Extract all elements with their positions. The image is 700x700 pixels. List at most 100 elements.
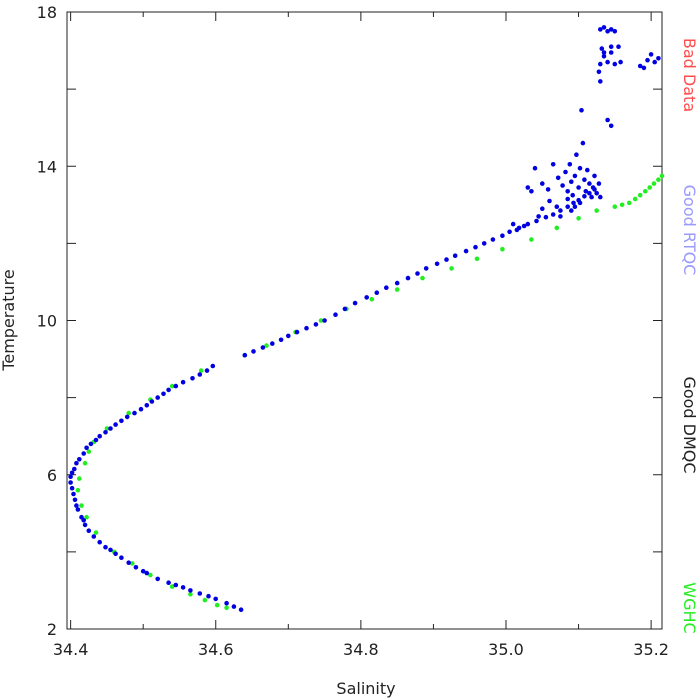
data-point-good-rtqc: [645, 57, 650, 63]
x-axis-title: Salinity: [336, 679, 395, 698]
data-point-wghc: [576, 216, 581, 221]
data-point-good-rtqc: [598, 61, 603, 67]
data-point-good-rtqc: [197, 591, 203, 596]
data-point-good-rtqc: [294, 329, 300, 335]
data-point-good-rtqc: [374, 290, 380, 296]
data-point-good-rtqc: [113, 422, 118, 427]
data-point-wghc: [169, 383, 175, 389]
data-point-good-rtqc: [540, 206, 545, 211]
data-point-wghc: [202, 597, 208, 603]
y-tick-label: 6: [47, 466, 57, 485]
data-point-good-rtqc: [560, 183, 565, 188]
data-point-good-rtqc: [563, 169, 568, 175]
data-point-good-rtqc: [598, 79, 603, 84]
data-point-wghc: [529, 237, 534, 242]
data-point-good-rtqc: [72, 466, 77, 472]
data-point-good-rtqc: [547, 198, 552, 204]
data-point-wghc: [169, 584, 175, 589]
data-point-good-rtqc: [155, 576, 160, 582]
data-point-good-rtqc: [589, 194, 594, 200]
plot-border: [66, 11, 663, 630]
data-point-good-rtqc: [71, 491, 76, 497]
data-point-good-rtqc: [86, 528, 92, 533]
data-point-wghc: [651, 181, 657, 186]
data-point-good-rtqc: [572, 173, 578, 179]
data-point-good-rtqc: [322, 318, 327, 323]
data-point-good-rtqc: [304, 325, 309, 331]
data-point-good-rtqc: [554, 204, 560, 209]
data-point-good-rtqc: [587, 181, 592, 186]
data-point-good-rtqc: [601, 25, 607, 30]
data-point-good-rtqc: [75, 507, 81, 512]
data-point-good-rtqc: [180, 585, 186, 590]
data-point-good-rtqc: [612, 29, 618, 34]
data-point-good-rtqc: [364, 295, 370, 300]
data-point-good-rtqc: [565, 189, 570, 194]
data-point-wghc: [75, 487, 81, 493]
data-point-good-rtqc: [384, 285, 389, 291]
data-point-good-rtqc: [144, 570, 150, 576]
data-point-good-rtqc: [648, 52, 654, 57]
y-axis-title: Temperature: [0, 269, 18, 371]
data-point-good-rtqc: [93, 437, 99, 443]
data-point-good-rtqc: [79, 514, 84, 520]
data-point-wghc: [79, 503, 84, 508]
data-point-good-rtqc: [637, 63, 643, 69]
data-point-wghc: [318, 318, 324, 323]
data-point-good-rtqc: [278, 337, 284, 343]
data-point-good-rtqc: [144, 403, 150, 408]
data-point-good-rtqc: [500, 233, 505, 238]
data-point-good-rtqc: [570, 192, 575, 198]
data-point-good-rtqc: [572, 204, 578, 209]
data-point-good-rtqc: [108, 547, 113, 553]
data-point-wghc: [77, 476, 82, 481]
data-point-good-rtqc: [197, 372, 203, 377]
data-point-good-rtqc: [608, 44, 614, 49]
data-point-wghc: [264, 343, 269, 348]
y-tick-label: 10: [37, 312, 57, 331]
data-point-wghc: [394, 287, 400, 292]
data-point-good-rtqc: [260, 345, 266, 350]
data-point-good-rtqc: [550, 162, 556, 167]
data-point-wghc: [84, 514, 89, 520]
data-point-good-rtqc: [423, 266, 429, 271]
data-point-good-rtqc: [601, 54, 607, 59]
data-point-good-rtqc: [238, 607, 244, 612]
data-point-good-rtqc: [582, 194, 587, 199]
data-point-good-rtqc: [605, 59, 610, 65]
data-point-good-rtqc: [580, 140, 586, 146]
data-point-good-rtqc: [313, 322, 319, 327]
data-point-good-rtqc: [415, 271, 420, 276]
data-point-good-rtqc: [97, 539, 102, 545]
data-point-wghc: [86, 449, 92, 454]
data-point-good-rtqc: [251, 349, 256, 354]
data-point-good-rtqc: [132, 410, 137, 416]
x-tick-label: 34.6: [198, 640, 234, 659]
data-point-good-rtqc: [596, 181, 602, 186]
data-point-good-rtqc: [558, 208, 563, 213]
data-point-good-rtqc: [582, 177, 587, 182]
data-point-good-rtqc: [210, 363, 216, 369]
legend-item: Good DMQC: [680, 376, 699, 473]
data-point-good-rtqc: [574, 152, 579, 157]
x-tick-label: 35.0: [488, 640, 524, 659]
data-point-good-rtqc: [434, 261, 440, 267]
data-point-good-rtqc: [173, 582, 179, 588]
data-point-good-rtqc: [206, 593, 211, 599]
y-tick-label: 18: [37, 3, 57, 22]
data-point-good-rtqc: [601, 50, 607, 55]
data-point-good-rtqc: [521, 223, 527, 229]
data-point-good-rtqc: [543, 214, 549, 220]
data-point-good-rtqc: [585, 167, 590, 173]
data-point-good-rtqc: [577, 165, 583, 171]
data-point-wghc: [449, 266, 454, 271]
data-point-good-rtqc: [536, 214, 541, 219]
data-points: [68, 25, 665, 612]
data-point-good-rtqc: [463, 248, 469, 254]
data-point-good-rtqc: [596, 69, 602, 75]
data-point-wghc: [554, 225, 560, 231]
data-point-wghc: [619, 202, 625, 208]
data-point-good-rtqc: [587, 190, 592, 196]
data-point-good-rtqc: [108, 426, 113, 431]
